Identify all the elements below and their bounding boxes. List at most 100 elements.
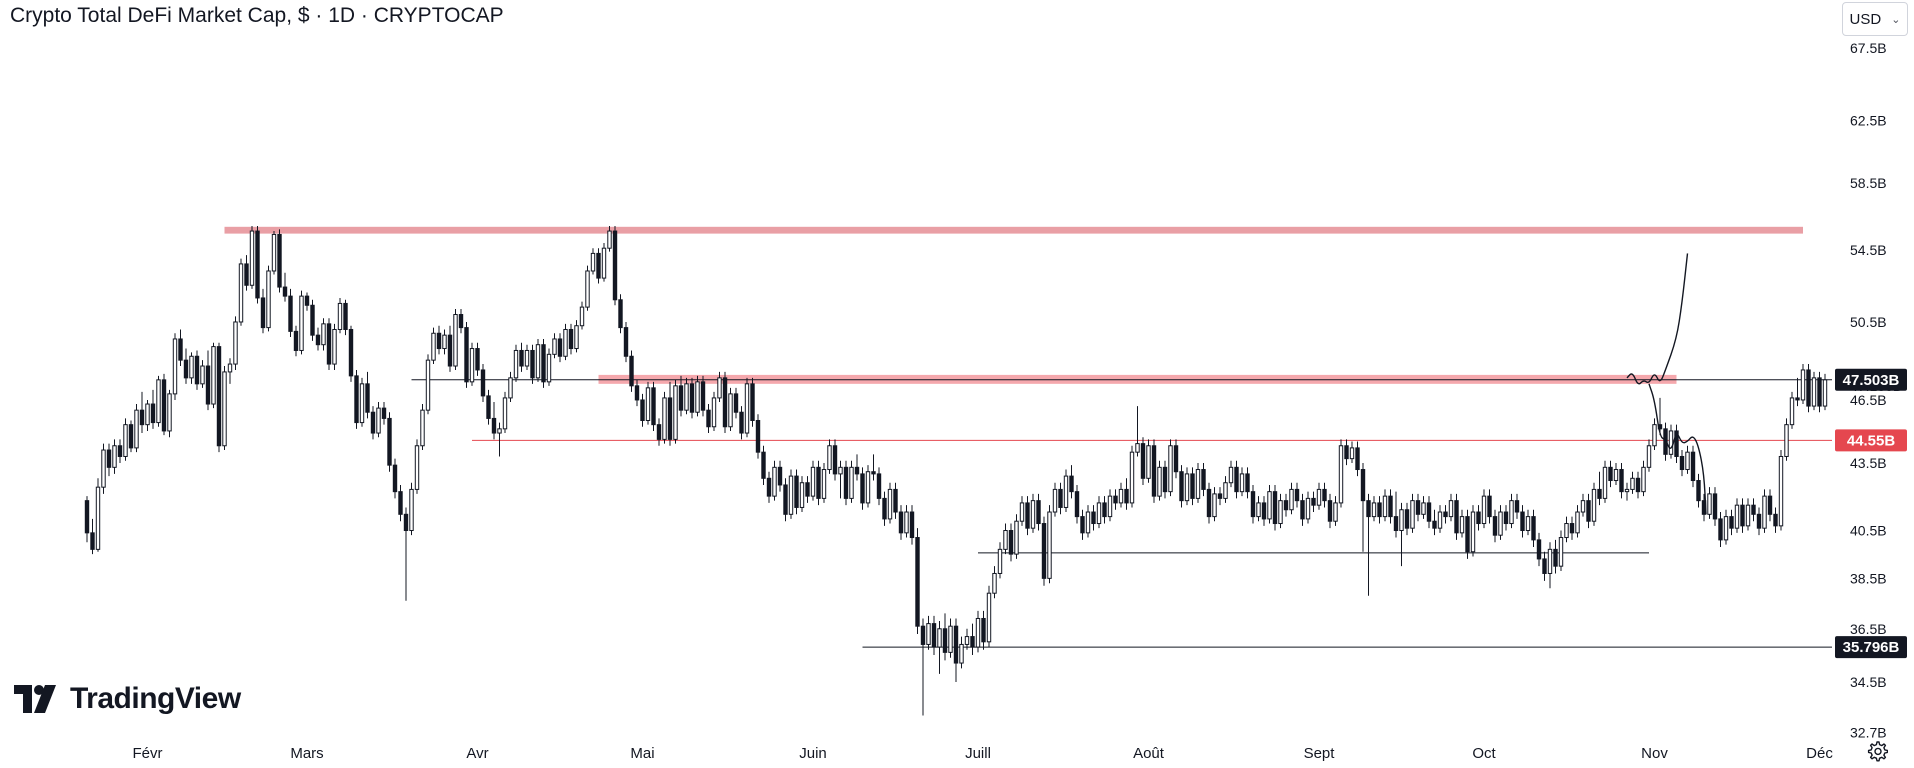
- candle-body: [1690, 451, 1696, 482]
- candle-body: [1322, 488, 1327, 502]
- candle: [1531, 509, 1536, 547]
- candle: [953, 618, 959, 683]
- price-badge-label: 47.503B: [1843, 372, 1900, 389]
- candle: [838, 460, 843, 499]
- candle: [1591, 482, 1597, 526]
- candle-body: [392, 464, 398, 493]
- candle: [530, 344, 535, 384]
- candle: [1162, 460, 1168, 499]
- candle: [1217, 487, 1223, 506]
- candle: [1305, 491, 1311, 524]
- candle: [535, 338, 541, 382]
- candle: [271, 231, 277, 275]
- candle-body: [838, 466, 843, 475]
- candle: [1795, 377, 1800, 407]
- candle: [1432, 509, 1437, 536]
- candle: [651, 381, 656, 431]
- candle-body: [1190, 473, 1195, 499]
- candle-body: [216, 346, 222, 447]
- candle: [1586, 493, 1591, 529]
- candle: [1729, 509, 1734, 536]
- candle: [700, 375, 706, 417]
- candle-body: [1476, 511, 1481, 525]
- candle: [1745, 498, 1751, 531]
- candle: [1679, 450, 1685, 477]
- candle-body: [1575, 511, 1580, 534]
- candle: [1525, 509, 1531, 536]
- candle-body: [1542, 558, 1547, 574]
- candle: [1008, 523, 1014, 562]
- candle: [1025, 496, 1030, 536]
- candle-body: [1646, 445, 1652, 468]
- candle: [1278, 493, 1283, 529]
- candle: [1388, 489, 1393, 524]
- gear-icon[interactable]: [1866, 740, 1888, 762]
- candle-body: [783, 484, 788, 515]
- candle-body: [321, 323, 326, 346]
- candle: [1113, 489, 1118, 510]
- candle: [1091, 505, 1096, 531]
- candle-body: [1151, 445, 1157, 497]
- tradingview-logo-icon: [14, 685, 56, 713]
- currency-dropdown[interactable]: USD ⌄: [1842, 2, 1908, 36]
- candle-body: [101, 449, 106, 488]
- x-tick-label: Nov: [1641, 745, 1668, 762]
- y-tick-label: 34.5B: [1850, 674, 1887, 690]
- candle-body: [684, 383, 689, 411]
- candle-body: [1201, 469, 1206, 490]
- candle-body: [497, 428, 502, 434]
- candle: [970, 623, 975, 656]
- candle-body: [205, 365, 211, 405]
- candle: [1393, 491, 1399, 538]
- candle-body: [1811, 377, 1817, 407]
- candle: [541, 338, 546, 388]
- candle: [981, 610, 986, 650]
- candle: [1822, 373, 1828, 411]
- candle: [667, 381, 673, 446]
- candle-body: [315, 334, 321, 346]
- candle-body: [810, 466, 816, 497]
- x-tick-label: Juin: [799, 745, 827, 762]
- candle-body: [436, 332, 442, 350]
- candle-body: [1069, 475, 1074, 493]
- candle: [343, 299, 348, 336]
- candle-body: [95, 486, 101, 550]
- y-tick-label: 58.5B: [1850, 175, 1887, 191]
- candle: [337, 297, 343, 334]
- candle-body: [1558, 537, 1564, 567]
- x-tick-label: Août: [1133, 745, 1165, 762]
- candle: [1190, 467, 1195, 506]
- candle: [959, 636, 964, 669]
- candle: [1465, 509, 1470, 559]
- candle: [1514, 493, 1520, 519]
- candle: [1052, 482, 1058, 517]
- candle-body: [1272, 491, 1278, 525]
- candle: [1349, 441, 1355, 463]
- candle: [1762, 489, 1767, 533]
- candle: [623, 321, 629, 363]
- candle-body: [634, 385, 640, 401]
- candle: [1300, 493, 1305, 526]
- candle-body: [1135, 443, 1140, 453]
- candle: [766, 471, 772, 503]
- candle: [1206, 482, 1212, 524]
- candle-body: [607, 230, 612, 249]
- candle: [205, 350, 211, 411]
- candle: [458, 308, 464, 334]
- candle-body: [662, 397, 667, 440]
- candle-body: [882, 497, 887, 520]
- candle: [1140, 437, 1146, 485]
- candle: [1520, 505, 1525, 538]
- candle-body: [1784, 424, 1789, 457]
- candle-body: [981, 617, 986, 643]
- candle-body: [766, 477, 772, 497]
- candle-body: [799, 482, 805, 508]
- candle-body: [1388, 495, 1393, 518]
- tradingview-logo[interactable]: TradingView: [14, 682, 241, 716]
- currency-label: USD: [1849, 10, 1882, 28]
- candle: [277, 229, 282, 293]
- candle-body: [1608, 466, 1613, 482]
- candle: [1294, 482, 1300, 508]
- candle-body: [986, 592, 992, 643]
